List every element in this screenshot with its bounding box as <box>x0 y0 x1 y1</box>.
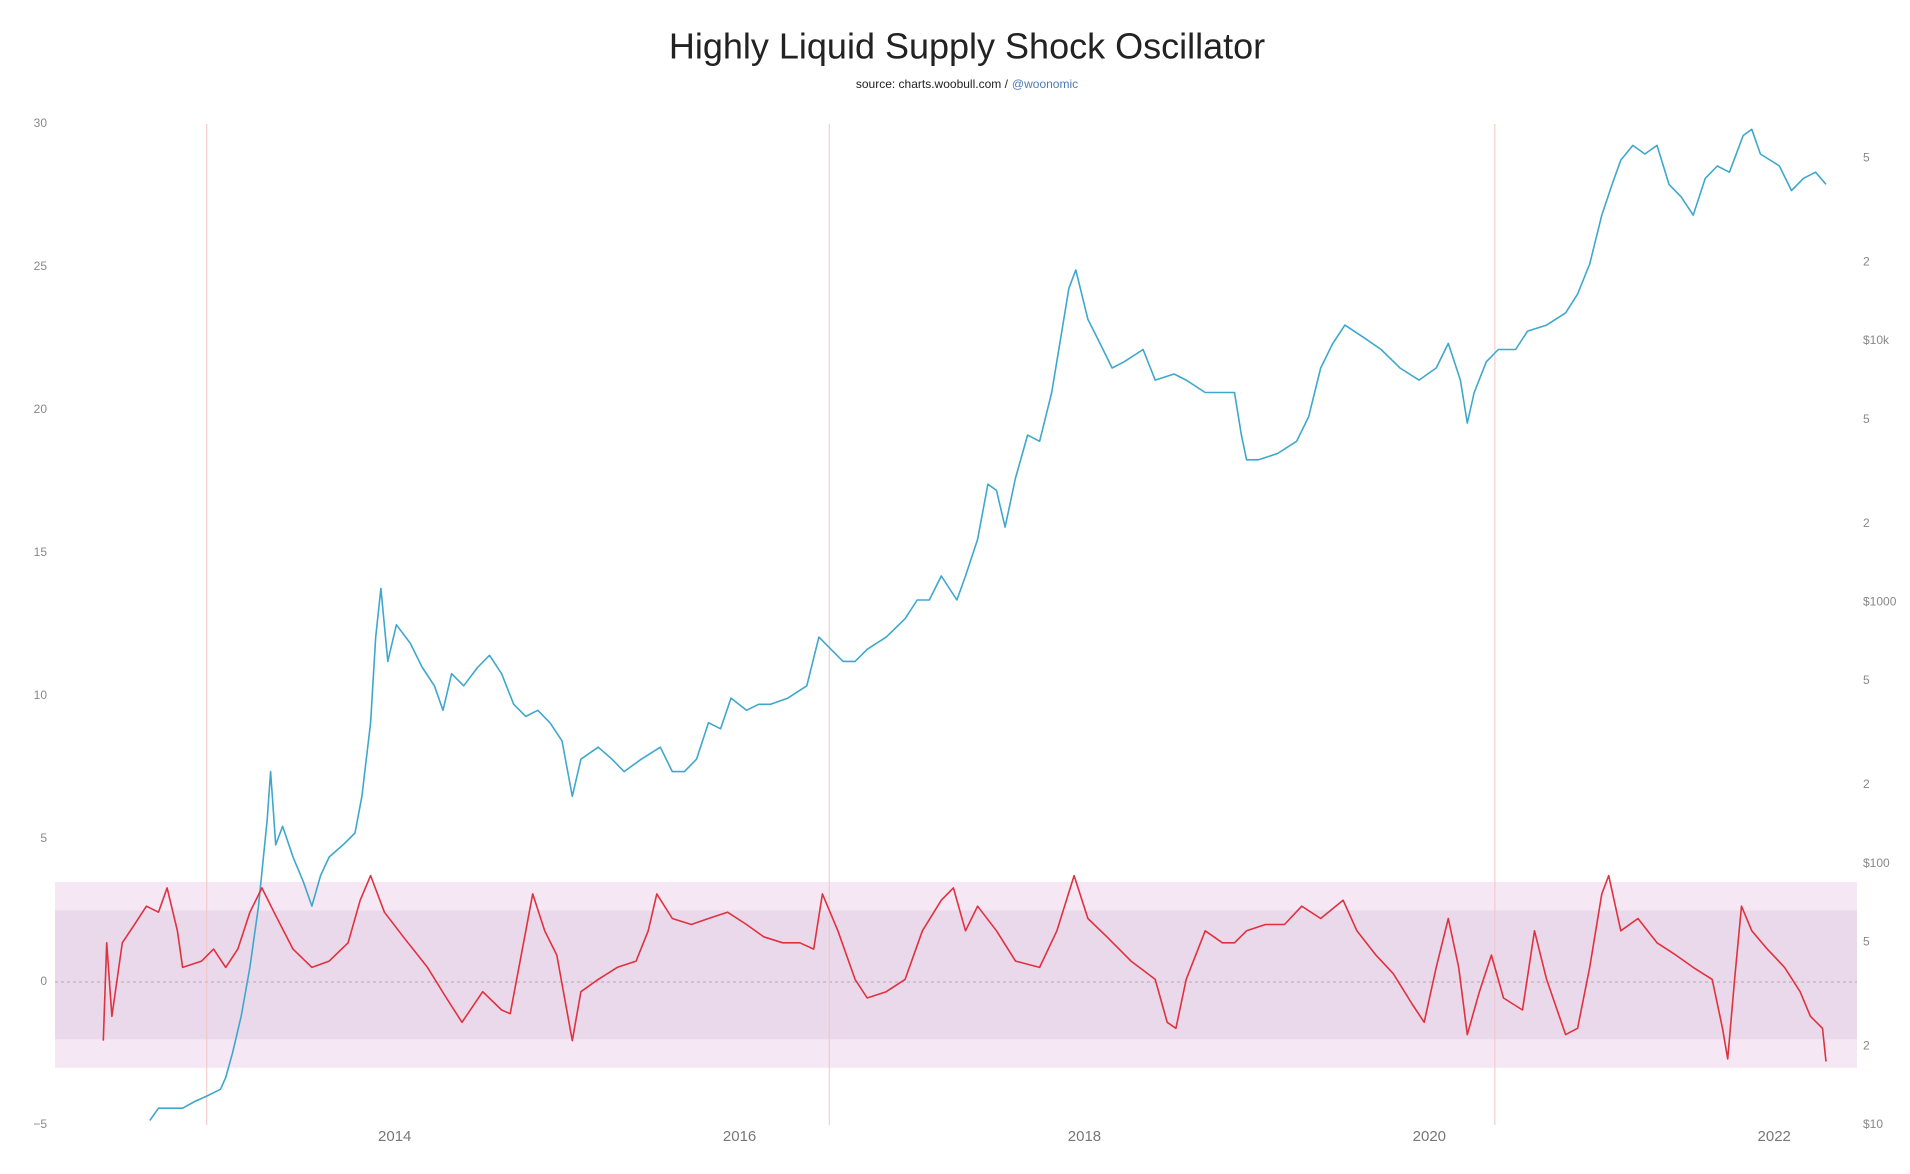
y-tick-label: 10 <box>34 688 48 702</box>
y-tick-label: 15 <box>34 545 48 559</box>
y2-tick-label: 2 <box>1863 516 1870 530</box>
y2-tick-label: $1000 <box>1863 594 1897 608</box>
series-line <box>149 128 1827 1121</box>
series-line <box>102 874 1827 1062</box>
subtitle-source: source: charts.woobull.com / <box>856 77 1009 91</box>
y-tick-label: 25 <box>34 259 48 273</box>
y-tick-label: 0 <box>40 974 47 988</box>
y2-tick-label: $10 <box>1863 1117 1883 1131</box>
y2-tick-label: $100 <box>1863 856 1890 870</box>
subtitle-link[interactable]: @woonomic <box>1012 77 1078 91</box>
oscillator-band <box>55 910 1857 1040</box>
y-tick-label: 30 <box>34 116 48 130</box>
y2-tick-label: 2 <box>1863 1038 1870 1052</box>
y-tick-label: 5 <box>40 831 47 845</box>
x-tick-label: 2018 <box>1068 1128 1101 1145</box>
chart-title: Highly Liquid Supply Shock Oscillator <box>669 26 1265 67</box>
y2-tick-label: 5 <box>1863 934 1870 948</box>
chart-subtitle: source: charts.woobull.com / @woonomic <box>856 77 1078 91</box>
x-tick-label: 2016 <box>723 1128 756 1145</box>
y2-tick-label: $10k <box>1863 333 1890 347</box>
y2-tick-label: 2 <box>1863 254 1870 268</box>
y2-tick-label: 5 <box>1863 150 1870 164</box>
x-tick-label: 2020 <box>1413 1128 1446 1145</box>
y2-tick-label: 2 <box>1863 777 1870 791</box>
y-tick-label: 20 <box>34 402 48 416</box>
y2-tick-label: 5 <box>1863 673 1870 687</box>
y2-tick-label: 5 <box>1863 412 1870 426</box>
x-tick-label: 2022 <box>1758 1128 1791 1145</box>
x-tick-label: 2014 <box>378 1128 411 1145</box>
y-tick-label: −5 <box>33 1117 47 1131</box>
